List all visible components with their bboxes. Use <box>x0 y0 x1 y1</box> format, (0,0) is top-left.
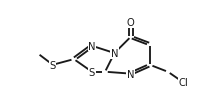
Text: N: N <box>88 41 96 51</box>
Text: N: N <box>127 69 134 79</box>
Text: O: O <box>127 18 134 28</box>
Text: S: S <box>50 60 56 70</box>
Text: S: S <box>89 67 95 77</box>
Text: Cl: Cl <box>178 78 188 87</box>
Text: N: N <box>111 49 118 58</box>
